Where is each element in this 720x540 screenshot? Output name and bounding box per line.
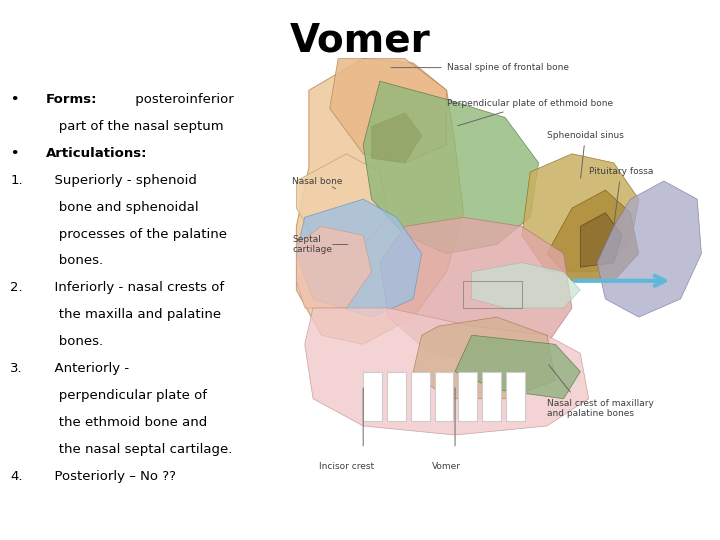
Polygon shape [380, 217, 572, 362]
Text: 2.: 2. [10, 281, 23, 294]
Text: posteroinferior: posteroinferior [130, 93, 233, 106]
Text: Nasal bone: Nasal bone [292, 177, 343, 186]
Polygon shape [330, 58, 446, 163]
Polygon shape [522, 154, 639, 272]
Polygon shape [455, 335, 580, 399]
Polygon shape [297, 199, 422, 317]
Text: Posteriorly – No ??: Posteriorly – No ?? [45, 470, 176, 483]
Polygon shape [387, 372, 406, 421]
Text: 4.: 4. [10, 470, 22, 483]
Polygon shape [297, 226, 372, 308]
Text: Articulations:: Articulations: [45, 147, 147, 160]
Polygon shape [580, 213, 622, 267]
Text: Anteriorly -: Anteriorly - [45, 362, 129, 375]
Text: part of the nasal septum: part of the nasal septum [45, 120, 223, 133]
Polygon shape [413, 317, 555, 399]
Polygon shape [435, 372, 454, 421]
Text: Septal
cartilage: Septal cartilage [292, 235, 332, 254]
Polygon shape [597, 181, 701, 317]
Text: the ethmoid bone and: the ethmoid bone and [45, 416, 207, 429]
Text: the maxilla and palatine: the maxilla and palatine [45, 308, 221, 321]
Polygon shape [506, 372, 525, 421]
Text: 1.: 1. [10, 174, 23, 187]
Polygon shape [363, 372, 382, 421]
Polygon shape [305, 308, 589, 435]
Text: 3.: 3. [10, 362, 23, 375]
Text: Vomer: Vomer [432, 462, 462, 471]
Text: the nasal septal cartilage.: the nasal septal cartilage. [45, 443, 232, 456]
Text: perpendicular plate of: perpendicular plate of [45, 389, 207, 402]
Text: Vomer: Vomer [289, 22, 431, 59]
Text: Forms:: Forms: [45, 93, 97, 106]
Text: bones.: bones. [45, 254, 103, 267]
Text: processes of the palatine: processes of the palatine [45, 227, 227, 240]
Polygon shape [297, 154, 388, 245]
Text: Superiorly - sphenoid: Superiorly - sphenoid [45, 174, 197, 187]
Text: Perpendicular plate of ethmoid bone: Perpendicular plate of ethmoid bone [446, 99, 613, 126]
Polygon shape [363, 81, 539, 254]
Text: Nasal crest of maxillary
and palatine bones: Nasal crest of maxillary and palatine bo… [547, 399, 654, 418]
Polygon shape [297, 58, 464, 345]
Text: Nasal spine of frontal bone: Nasal spine of frontal bone [391, 63, 569, 72]
Text: •: • [10, 147, 19, 160]
Polygon shape [482, 372, 501, 421]
Polygon shape [372, 113, 422, 163]
Polygon shape [411, 372, 430, 421]
Polygon shape [472, 262, 580, 308]
Bar [464, 281, 522, 308]
Text: Pituitary fossa: Pituitary fossa [589, 167, 653, 224]
Text: Incisor crest: Incisor crest [319, 462, 374, 471]
Text: •: • [10, 93, 19, 106]
Text: bones.: bones. [45, 335, 103, 348]
Polygon shape [547, 190, 639, 281]
Text: Sphenoidal sinus: Sphenoidal sinus [547, 131, 624, 178]
Text: bone and sphenoidal: bone and sphenoidal [45, 201, 198, 214]
Polygon shape [459, 372, 477, 421]
Text: Inferiorly - nasal crests of: Inferiorly - nasal crests of [45, 281, 224, 294]
